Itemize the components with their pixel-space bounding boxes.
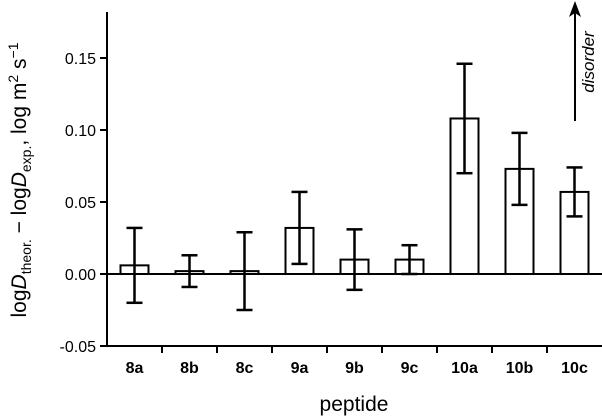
x-axis-categories: 8a 8b 8c 9a 9b 9c 10a 10b 10c xyxy=(126,346,588,377)
error-bar-9b xyxy=(346,228,363,292)
y-axis-ticks: -0.05 0.00 0.05 0.10 0.15 xyxy=(60,51,107,356)
x-tick-label: 9b xyxy=(345,360,364,377)
error-bar-10b xyxy=(511,131,528,207)
error-bar-8b xyxy=(181,254,198,289)
x-tick-label: 10c xyxy=(561,360,588,377)
y-tick-label: 0.15 xyxy=(65,51,96,68)
y-tick-label: 0.05 xyxy=(65,195,96,212)
x-tick-label: 9c xyxy=(401,360,419,377)
x-axis-label: peptide xyxy=(320,393,389,416)
y-tick-label: -0.05 xyxy=(60,339,97,356)
disorder-annotation: disorder xyxy=(569,1,598,121)
x-tick-label: 8b xyxy=(180,360,199,377)
error-bar-9a xyxy=(291,190,308,266)
x-tick-label: 10b xyxy=(506,360,534,377)
disorder-label: disorder xyxy=(579,30,598,93)
error-bar-8a xyxy=(126,226,143,305)
x-tick-label: 8c xyxy=(236,360,254,377)
x-tick-label: 10a xyxy=(451,360,478,377)
y-axis-label: logDtheor. − logDexp., log m2 s−1 xyxy=(5,42,34,317)
y-tick-label: 0.00 xyxy=(65,267,96,284)
error-bar-10c xyxy=(566,166,583,218)
y-tick-label: 0.10 xyxy=(65,123,96,140)
x-tick-label: 9a xyxy=(291,360,309,377)
error-bar-8c xyxy=(236,230,253,312)
arrowhead-icon xyxy=(569,1,581,17)
x-tick-label: 8a xyxy=(126,360,144,377)
error-bar-10a xyxy=(456,62,473,175)
